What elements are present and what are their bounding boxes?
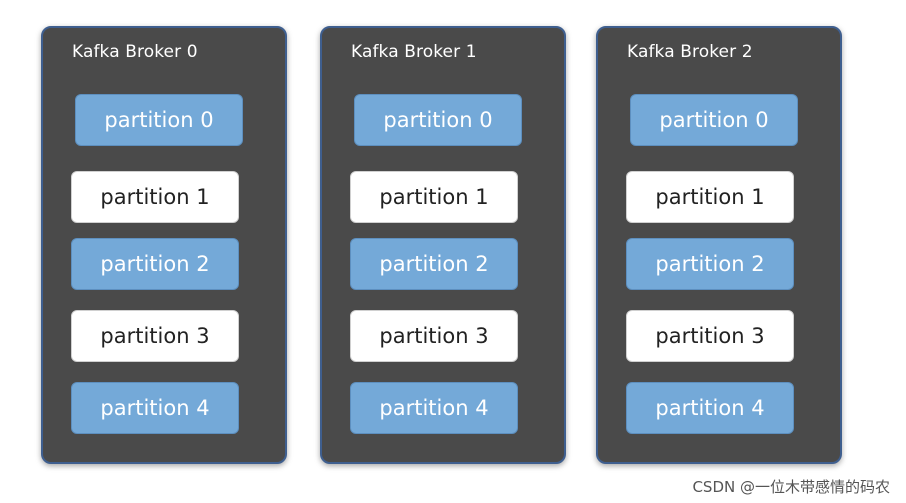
broker-title: Kafka Broker 1 <box>351 42 477 62</box>
partition-box: partition 4 <box>71 382 239 434</box>
partition-box: partition 0 <box>75 94 243 146</box>
broker-box-1: Kafka Broker 1 partition 0 partition 1 p… <box>320 26 566 464</box>
partition-box: partition 0 <box>630 94 798 146</box>
partition-box: partition 0 <box>354 94 522 146</box>
broker-title: Kafka Broker 2 <box>627 42 753 62</box>
broker-box-0: Kafka Broker 0 partition 0 partition 1 p… <box>41 26 287 464</box>
partition-box: partition 1 <box>71 171 239 223</box>
partition-box: partition 1 <box>626 171 794 223</box>
partition-box: partition 2 <box>350 238 518 290</box>
partition-box: partition 3 <box>626 310 794 362</box>
broker-title: Kafka Broker 0 <box>72 42 198 62</box>
partition-box: partition 2 <box>626 238 794 290</box>
watermark-text: CSDN @一位木带感情的码农 <box>692 478 890 496</box>
partition-box: partition 4 <box>350 382 518 434</box>
partition-box: partition 3 <box>350 310 518 362</box>
partition-box: partition 1 <box>350 171 518 223</box>
partition-box: partition 3 <box>71 310 239 362</box>
partition-box: partition 2 <box>71 238 239 290</box>
partition-box: partition 4 <box>626 382 794 434</box>
broker-box-2: Kafka Broker 2 partition 0 partition 1 p… <box>596 26 842 464</box>
